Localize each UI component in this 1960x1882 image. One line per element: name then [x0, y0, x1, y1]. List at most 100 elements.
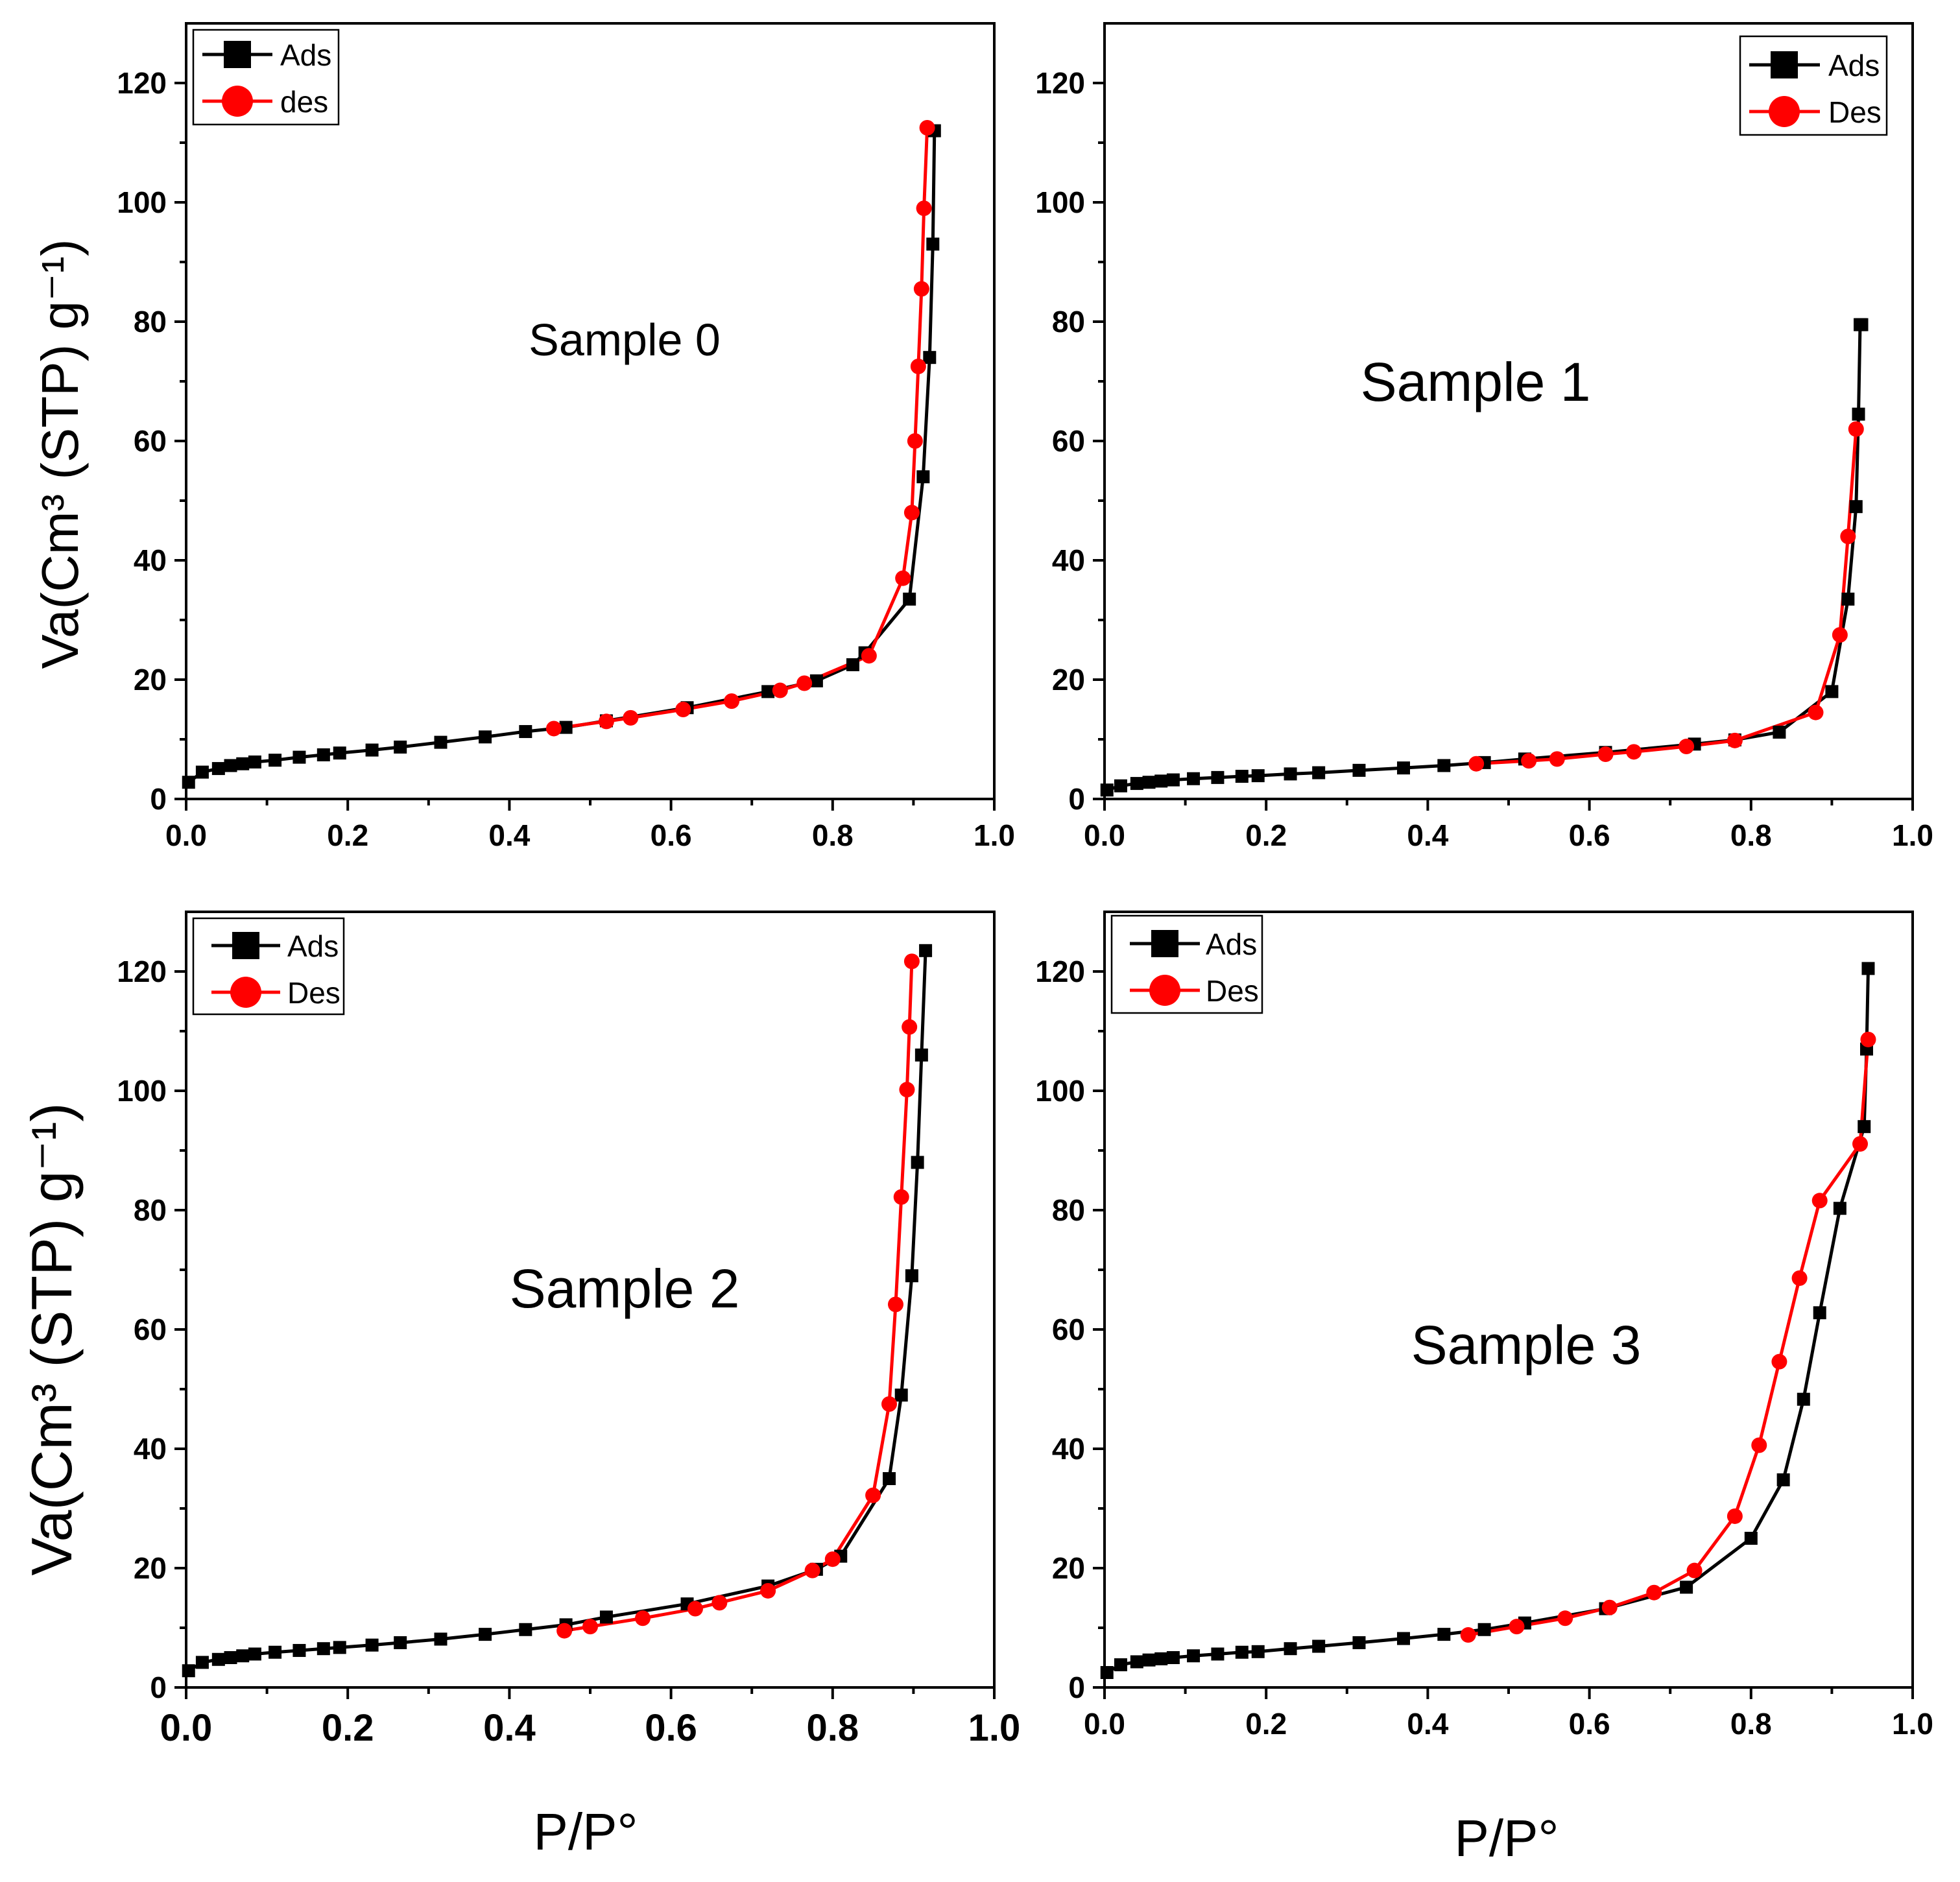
legend: Ads des — [192, 29, 340, 126]
des-point — [1646, 1584, 1662, 1601]
des-point — [1808, 704, 1824, 721]
ads-point — [1680, 1580, 1693, 1594]
x-tick-label: 0.2 — [322, 1707, 374, 1749]
x-tick-label: 0.6 — [1569, 1707, 1610, 1741]
legend-ads-marker — [224, 41, 251, 68]
ads-point — [1776, 1473, 1790, 1486]
ads-point — [211, 762, 225, 776]
des-point — [887, 1296, 903, 1313]
y-tick-label: 60 — [1052, 424, 1085, 458]
des-point — [1521, 753, 1537, 769]
ads-point — [809, 674, 823, 687]
y-tick-label: 120 — [1035, 955, 1085, 988]
y-tick-label: 20 — [134, 1551, 167, 1585]
y-axis-ticks: 0 20 40 60 80 100 120 — [117, 66, 186, 816]
des-point — [865, 1487, 881, 1503]
ads-point — [761, 685, 775, 698]
des-point — [796, 675, 813, 691]
sample-annotation: Sample 2 — [510, 1258, 740, 1319]
x-tick-label: 0.0 — [1084, 1707, 1125, 1741]
des-point — [910, 359, 926, 374]
des-markers — [1468, 421, 1864, 772]
ads-point — [1437, 1628, 1451, 1641]
ads-point — [1211, 770, 1225, 784]
des-point — [1832, 627, 1848, 643]
ads-point — [911, 1156, 924, 1169]
des-point — [1751, 1437, 1767, 1453]
y-tick-label: 80 — [1052, 1193, 1085, 1227]
legend-des-marker — [230, 977, 261, 1008]
des-markers — [1460, 1031, 1876, 1643]
legend-box — [1110, 914, 1263, 1014]
ads-point — [1284, 1642, 1297, 1656]
y-tick-label: 60 — [1052, 1313, 1085, 1346]
des-point — [804, 1562, 820, 1578]
ads-point — [317, 1642, 330, 1656]
ads-point — [479, 1628, 492, 1641]
ads-point — [905, 1269, 918, 1283]
y-tick-label: 40 — [134, 543, 167, 577]
des-line — [553, 127, 929, 730]
y-tick-label: 40 — [134, 1432, 167, 1466]
y-tick-label: 20 — [1052, 1551, 1085, 1585]
des-point — [760, 1582, 776, 1599]
legend-ads-label: Ads — [280, 38, 331, 72]
ads-point — [269, 754, 282, 767]
des-point — [1852, 1136, 1869, 1152]
ads-point — [519, 1623, 532, 1636]
ads-point — [195, 1656, 209, 1669]
ads-point — [293, 750, 306, 764]
ads-point — [1130, 777, 1143, 791]
des-point — [1860, 1031, 1876, 1047]
x-tick-label: 1.0 — [1892, 818, 1933, 852]
x-tick-label: 0.2 — [1245, 818, 1287, 852]
ads-point — [846, 658, 859, 671]
y-axis-title-bottom: Va(Cm³ (STP) g⁻¹) — [19, 1102, 84, 1575]
ads-point — [434, 1632, 448, 1646]
legend-des-label: des — [280, 85, 328, 119]
des-point — [772, 682, 788, 698]
x-tick-label: 0.8 — [1730, 818, 1772, 852]
legend: Ads Des — [1110, 914, 1263, 1014]
ads-point — [365, 1638, 379, 1652]
ads-point — [923, 351, 937, 364]
ads-point — [1251, 769, 1265, 783]
des-point — [711, 1595, 728, 1611]
x-axis-ticks: 0.0 0.2 0.4 0.6 0.8 1.0 — [1084, 1687, 1933, 1741]
y-tick-label: 120 — [1035, 66, 1085, 100]
legend-ads-label: Ads — [1828, 49, 1880, 82]
ads-point — [224, 1651, 237, 1664]
legend: Ads Des — [192, 917, 345, 1016]
panel-sample-3: 0.0 0.2 0.4 0.6 0.8 1.0 0 20 40 60 80 100 120 Sampl… — [1035, 911, 1933, 1741]
x-tick-label: 0.4 — [488, 818, 530, 852]
ads-point — [1154, 1652, 1168, 1665]
des-markers — [556, 953, 920, 1639]
y-axis-ticks: 0 20 40 60 80 100 120 — [117, 955, 186, 1704]
des-point — [1679, 739, 1695, 755]
des-point — [916, 200, 932, 217]
ads-point — [1397, 761, 1411, 775]
ads-point — [269, 1645, 282, 1659]
des-point — [907, 433, 923, 449]
sample-annotation: Sample 1 — [1361, 351, 1591, 412]
y-axis-ticks: 0 20 40 60 80 100 120 — [1035, 66, 1105, 816]
y-tick-label: 80 — [134, 305, 167, 339]
x-tick-label: 0.8 — [806, 1707, 859, 1749]
des-point — [903, 953, 920, 970]
ads-point — [1235, 1645, 1249, 1659]
x-tick-label: 0.2 — [1245, 1707, 1287, 1741]
legend-ads-marker — [1151, 930, 1178, 957]
ads-point — [1284, 767, 1297, 781]
ads-point — [1235, 770, 1249, 783]
ads-point — [1744, 1532, 1758, 1545]
ads-point — [1100, 1666, 1114, 1679]
des-point — [881, 1396, 898, 1412]
ads-point — [1855, 318, 1869, 331]
y-tick-label: 40 — [1052, 543, 1085, 577]
ads-point — [1166, 773, 1180, 787]
ads-point — [365, 743, 379, 757]
des-point — [1840, 529, 1856, 545]
ads-point — [394, 1636, 407, 1649]
panel-sample-2: 0.0 0.2 0.4 0.6 0.8 1.0 0 20 40 60 80 100 120 Sampl… — [117, 911, 1020, 1749]
